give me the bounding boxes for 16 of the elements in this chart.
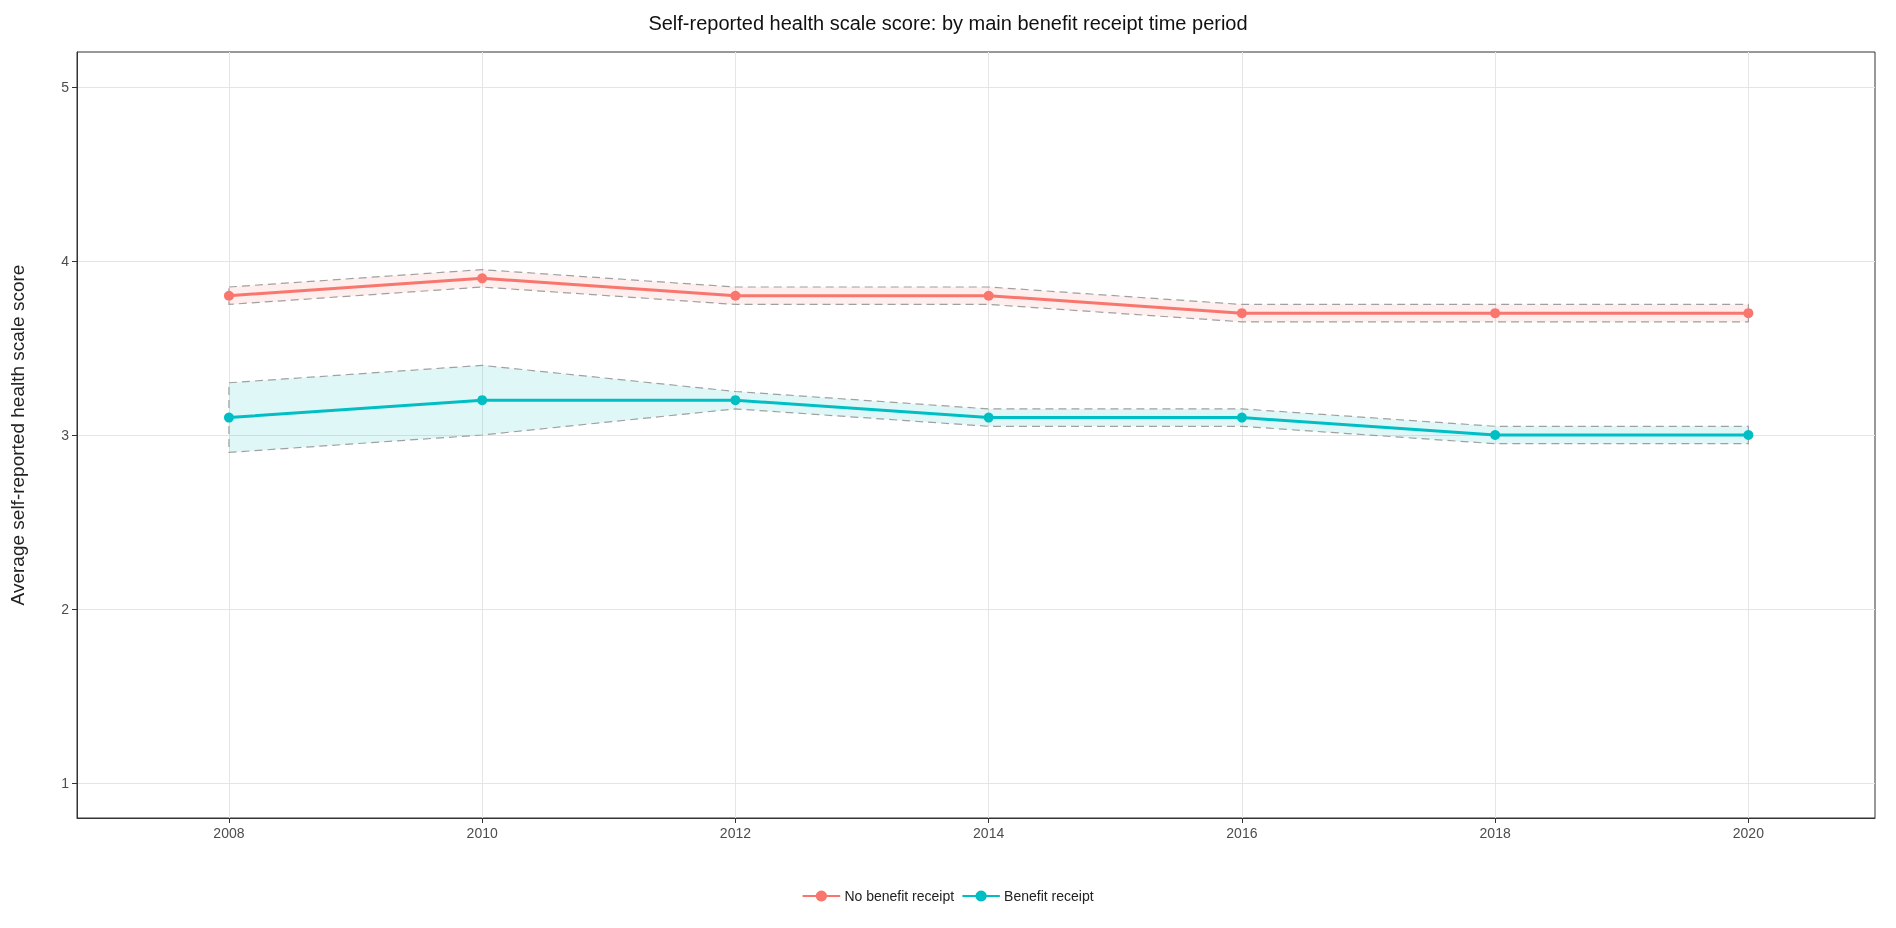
x-tick-label: 2010: [466, 825, 498, 841]
y-tick-label: 1: [61, 775, 70, 792]
x-tick-label: 2018: [1479, 825, 1511, 841]
legend-label: No benefit receipt: [844, 888, 955, 904]
y-axis-title: Average self-reported health scale score: [7, 264, 28, 606]
y-tick-label: 5: [61, 78, 70, 95]
x-tick-label: 2016: [1226, 825, 1258, 841]
y-tick-label: 4: [61, 252, 70, 269]
legend-label: Benefit receipt: [1004, 888, 1094, 904]
chart-title: Self-reported health scale score: by main benefit receipt time period: [648, 12, 1248, 34]
x-tick-label: 2014: [973, 825, 1005, 841]
x-tick-label: 2008: [213, 825, 245, 841]
y-tick-label: 2: [61, 601, 70, 618]
x-tick-label: 2020: [1732, 825, 1765, 841]
x-tick-label: 2012: [719, 825, 752, 841]
y-tick-label: 3: [61, 427, 70, 443]
